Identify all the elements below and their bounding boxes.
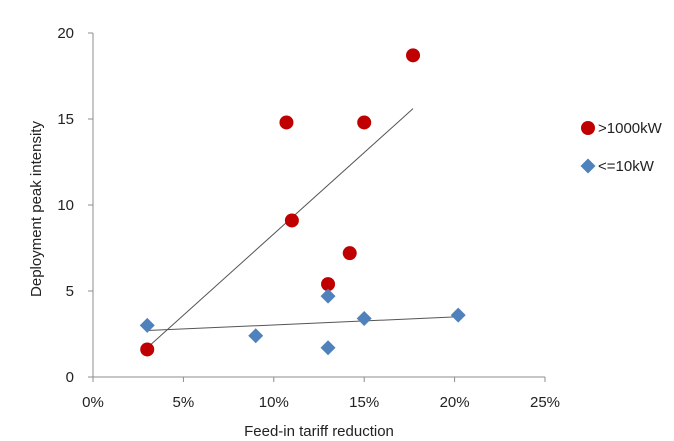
axes: [88, 32, 546, 382]
data-point: [320, 340, 336, 356]
legend: >1000kW <=10kW: [580, 120, 663, 175]
data-point: [140, 342, 155, 357]
legend-marker: [580, 158, 596, 174]
y-tick-label: 0: [66, 369, 74, 386]
data-point: [279, 115, 294, 130]
x-tick-label: 25%: [530, 394, 560, 411]
data-point: [357, 115, 372, 130]
x-axis-title: Feed-in tariff reduction: [244, 423, 394, 440]
x-tick-label: 20%: [440, 394, 470, 411]
data-point: [320, 288, 336, 304]
data-point: [284, 213, 299, 228]
legend-label: >1000kW: [598, 120, 663, 137]
x-tick-label: 10%: [259, 394, 289, 411]
y-tick-label: 5: [66, 283, 74, 300]
y-tick-label: 20: [57, 25, 74, 42]
y-tick-label: 15: [57, 111, 74, 128]
data-point: [450, 307, 466, 323]
data-point: [342, 246, 357, 261]
trendline: [146, 108, 414, 349]
data-point: [406, 48, 421, 63]
trendline: [147, 316, 459, 332]
x-tick-label: 0%: [82, 394, 104, 411]
data-point: [139, 317, 155, 333]
legend-label: <=10kW: [598, 158, 655, 175]
data-point: [321, 277, 336, 292]
data-points: [139, 48, 466, 357]
data-point: [356, 311, 372, 327]
legend-marker: [581, 121, 595, 135]
x-tick-label: 5%: [173, 394, 195, 411]
x-tick-label: 15%: [349, 394, 379, 411]
trendlines: [146, 108, 459, 349]
data-point: [248, 328, 264, 344]
y-tick-label: 10: [57, 197, 74, 214]
y-axis-title: Deployment peak intensity: [28, 121, 45, 297]
axis-labels: 0 5 10 15 20 0% 5% 10% 15% 20% 25% Feed-in tariff r…: [28, 25, 560, 440]
